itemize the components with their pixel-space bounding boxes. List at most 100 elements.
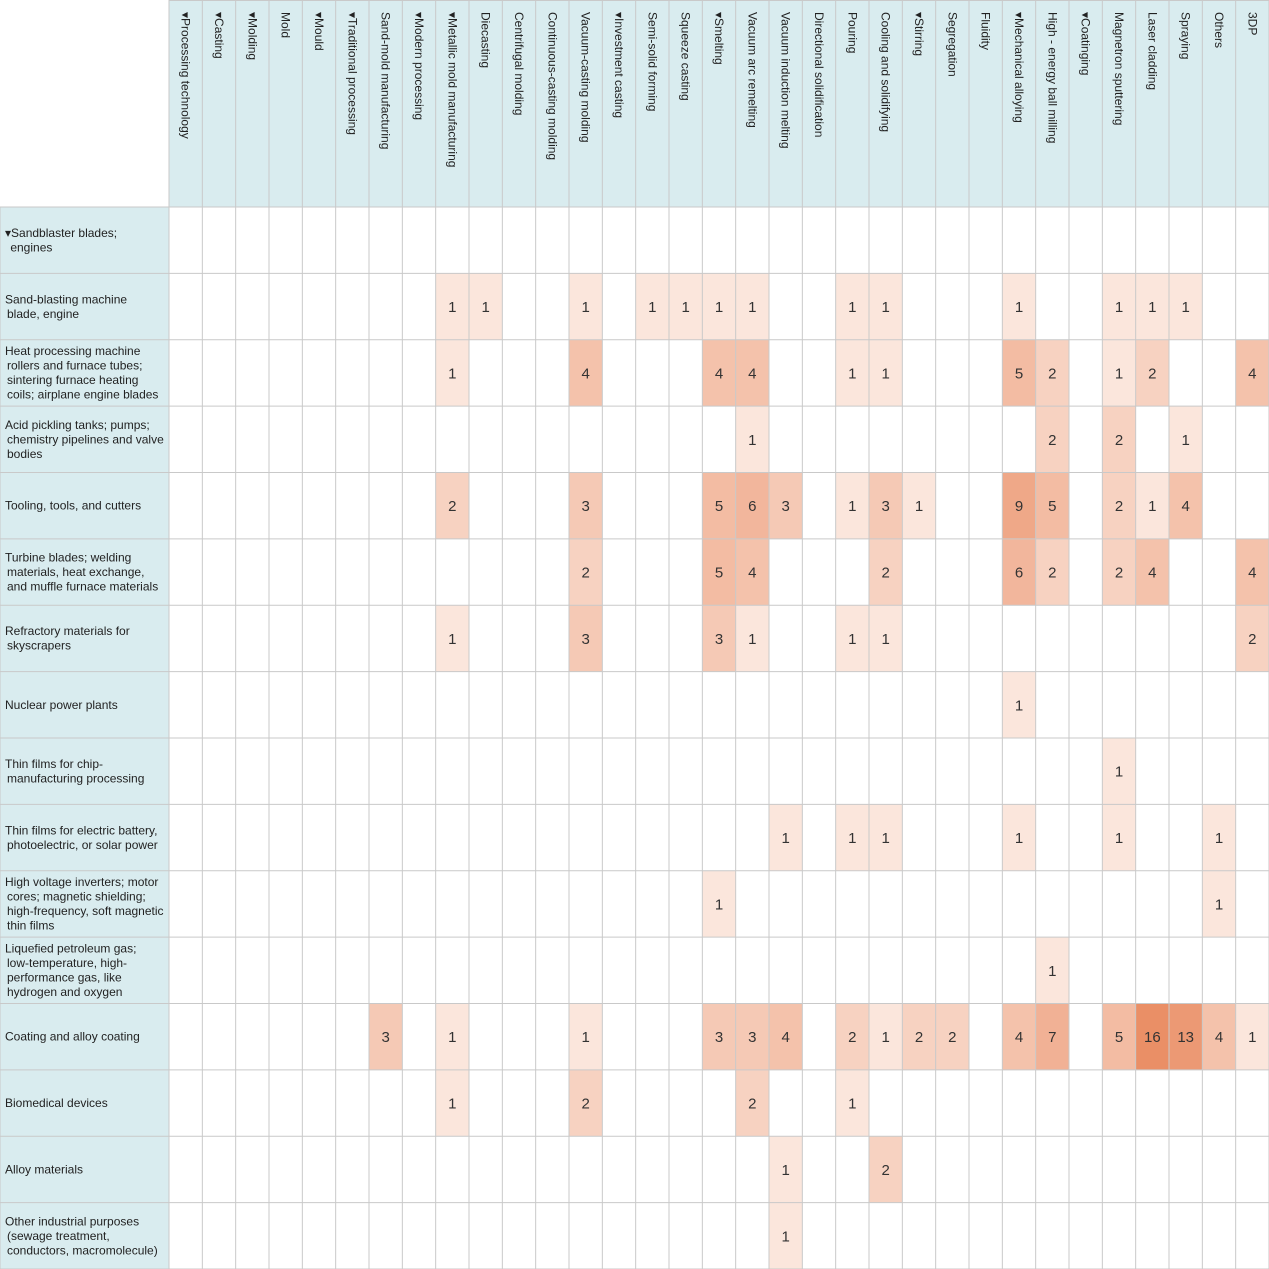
row-header-line: Alloy materials	[5, 1162, 83, 1176]
heat-cell	[1102, 738, 1136, 805]
heat-cell	[769, 1003, 803, 1070]
heat-cell	[1102, 273, 1136, 340]
cell-value-label: 4	[748, 365, 756, 382]
row-header-line: bodies	[7, 447, 42, 461]
row-header-line: skyscrapers	[7, 639, 71, 653]
cell-value-label: 2	[881, 565, 889, 582]
cell-value-label: 1	[681, 299, 689, 316]
heat-cell	[1035, 339, 1069, 407]
cell-value-label: 1	[448, 299, 456, 316]
heat-cell	[435, 605, 469, 672]
cell-value-label: 4	[1148, 565, 1156, 582]
row-header-label: Other industrial purposes (sewage treatme…	[5, 1214, 158, 1257]
cell-value-label: 2	[848, 1029, 856, 1046]
row-header-line: Thin films for electric battery,	[5, 823, 157, 837]
column-header-label: Fluidity	[979, 12, 993, 50]
heat-cell	[1135, 472, 1169, 539]
heat-cell	[735, 1069, 769, 1137]
row-header-label: Liquefied petroleum gas; low-temperature,…	[5, 942, 136, 1000]
row-header-label: Refractory materials for skyscrapers	[5, 624, 130, 653]
cell-value-label: 1	[1115, 830, 1123, 847]
cell-value-label: 1	[781, 830, 789, 847]
cell-value-label: 4	[748, 565, 756, 582]
row-header-line: conductors, macromolecule)	[7, 1243, 158, 1257]
row-header-label: High voltage inverters; motor cores; magn…	[5, 875, 164, 933]
heat-cell	[1035, 406, 1069, 473]
cell-value-label: 3	[781, 498, 789, 515]
heat-cell	[869, 1136, 903, 1203]
heat-cell	[735, 605, 769, 672]
column-header-label: Segregation	[945, 12, 959, 77]
row-header-label: Biomedical devices	[5, 1096, 108, 1110]
column-header-label: Others	[1212, 12, 1226, 48]
heat-cell	[1135, 339, 1169, 407]
row-header-line: Nuclear power plants	[5, 698, 118, 712]
row-header-line: photoelectric, or solar power	[7, 838, 158, 852]
cell-value-label: 2	[1248, 631, 1256, 648]
column-header-label: Directional solidification	[812, 12, 826, 137]
cell-value-label: 16	[1144, 1029, 1161, 1046]
heat-cell	[1202, 870, 1236, 938]
heat-cell	[735, 538, 769, 606]
cell-value-label: 5	[1015, 365, 1023, 382]
cell-value-label: 2	[1115, 432, 1123, 449]
column-header-label: Sand-mold manufacturing	[379, 12, 393, 149]
heat-cell	[1135, 1003, 1169, 1070]
column-header-label: ▾Mechanical alloying	[1012, 12, 1026, 123]
cell-value-label: 1	[648, 299, 656, 316]
heat-cell	[1102, 804, 1136, 871]
cell-value-label: 5	[1048, 498, 1056, 515]
heat-cell	[435, 472, 469, 539]
cell-value-label: 1	[581, 1029, 589, 1046]
row-header-label: Tooling, tools, and cutters	[5, 499, 141, 513]
column-header-label: ▾Metallic mold manufacturing	[445, 12, 459, 167]
column-header-label: Diecasting	[479, 12, 493, 68]
cell-value-label: 2	[1048, 365, 1056, 382]
heat-cell	[635, 273, 669, 340]
heat-cell	[835, 273, 869, 340]
heat-cell	[835, 339, 869, 407]
row-header-line: Refractory materials for	[5, 624, 130, 638]
heat-cell	[869, 273, 903, 340]
cell-value-label: 3	[581, 498, 589, 515]
heat-cell	[435, 1003, 469, 1070]
column-header-label: ▾Traditional processing	[345, 12, 359, 135]
heat-cell	[1169, 406, 1203, 473]
column-header-label: ▾Stirring	[912, 12, 926, 56]
heat-cell	[569, 605, 603, 672]
cell-value-label: 1	[848, 299, 856, 316]
cell-value-label: 1	[781, 1162, 789, 1179]
row-header-line: ▾Sandblaster blades;	[5, 226, 117, 240]
heat-cell	[569, 273, 603, 340]
row-header-line: engines	[7, 240, 52, 254]
cell-value-label: 1	[881, 631, 889, 648]
row-header-line: manufacturing processing	[7, 771, 144, 785]
cell-value-label: 2	[915, 1029, 923, 1046]
row-header-label: Acid pickling tanks; pumps; chemistry pip…	[5, 418, 164, 461]
cell-value-label: 1	[848, 631, 856, 648]
cell-value-label: 1	[448, 631, 456, 648]
cell-value-label: 1	[748, 631, 756, 648]
heat-cell	[1002, 671, 1036, 738]
cell-value-label: 2	[1148, 365, 1156, 382]
cell-value-label: 3	[715, 631, 723, 648]
column-header-label: Vacuum-casting molding	[579, 12, 593, 143]
heat-cell	[835, 472, 869, 539]
cell-value-label: 1	[1215, 830, 1223, 847]
cell-value-label: 4	[1248, 365, 1256, 382]
cell-value-label: 1	[781, 1228, 789, 1245]
cell-value-label: 1	[848, 830, 856, 847]
cell-value-label: 5	[715, 565, 723, 582]
column-header-label: ▾Investment casting	[612, 12, 626, 118]
heat-cell	[1002, 804, 1036, 871]
column-header-label: ▾Mould	[312, 12, 326, 51]
heat-cell	[869, 804, 903, 871]
cell-value-label: 4	[581, 365, 589, 382]
column-header-label: ▾Smelting	[712, 12, 726, 65]
row-header-line: Heat processing machine	[5, 344, 141, 358]
cell-value-label: 1	[848, 498, 856, 515]
column-header-label: Squeeze casting	[679, 12, 693, 101]
column-header-label: ▾Processing technology	[179, 12, 193, 139]
